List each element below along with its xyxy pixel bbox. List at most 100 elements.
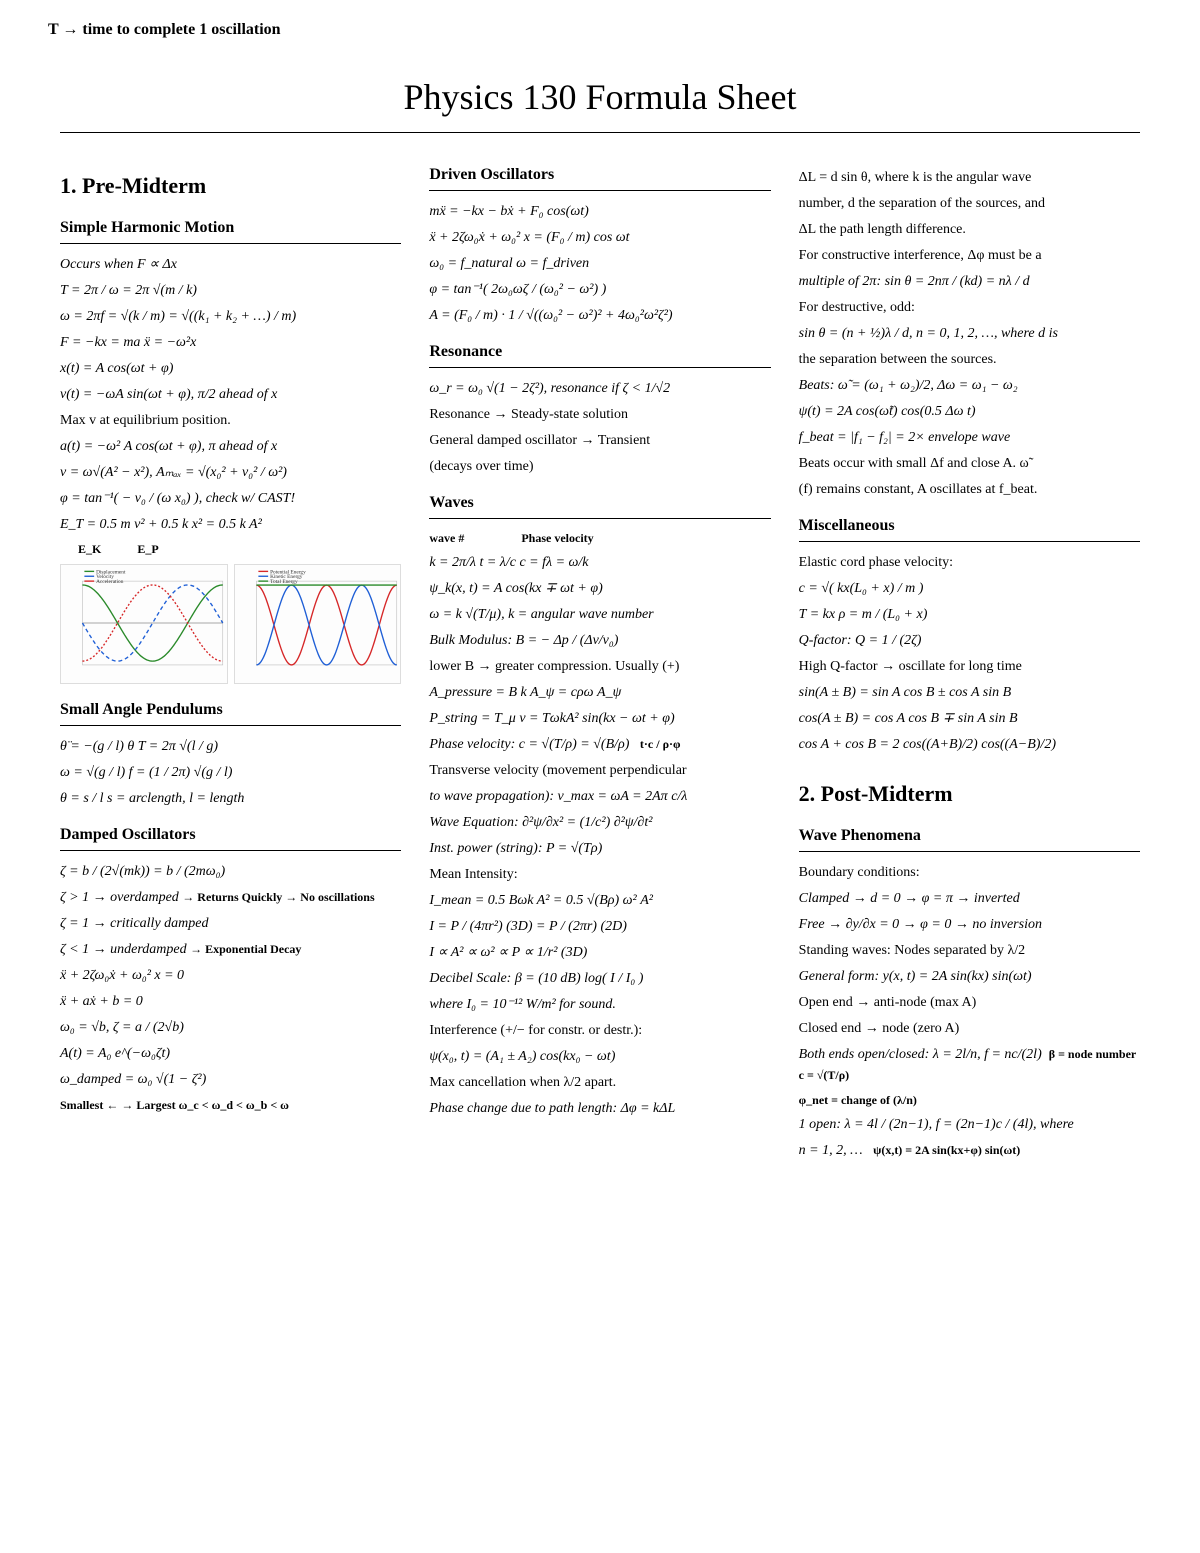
damped-line: ω_damped = ω₀ √(1 − ζ²) bbox=[60, 1069, 401, 1090]
shm-handwriting-ek-ep: E_K E_P bbox=[60, 540, 401, 558]
waves-line: Phase change due to path length: Δφ = kΔ… bbox=[429, 1098, 770, 1119]
damped-line: ω₀ = √b, ζ = a / (2√b) bbox=[60, 1017, 401, 1038]
resonance-line: (decays over time) bbox=[429, 456, 770, 477]
damped-line: ζ > 1 → overdamped → Returns Quickly → N… bbox=[60, 887, 401, 908]
page-title: Physics 130 Formula Sheet bbox=[60, 70, 1140, 133]
waves-line: Decibel Scale: β = (10 dB) log( I / I₀ ) bbox=[429, 968, 770, 989]
handwriting-damped-order: Smallest ← → Largest ω_c < ω_d < ω_b < ω bbox=[60, 1096, 401, 1114]
handwriting-underdamped: → Exponential Decay bbox=[190, 942, 301, 956]
handwritten-top-note: T → time to complete 1 oscillation bbox=[48, 18, 281, 42]
waves-line: Bulk Modulus: B = − Δp / (Δv/v₀) bbox=[429, 630, 770, 651]
col3-line: number, d the separation of the sources,… bbox=[799, 193, 1140, 214]
misc-line: c = √( kx(L₀ + x) / m ) bbox=[799, 578, 1140, 599]
shm-plots: DisplacementVelocityAcceleration Potenti… bbox=[60, 564, 401, 684]
waves-line: to wave propagation): v_max = ωA = 2Aπ c… bbox=[429, 786, 770, 807]
driven-line: ω₀ = f_natural ω = f_driven bbox=[429, 253, 770, 274]
heading-shm: Simple Harmonic Motion bbox=[60, 216, 401, 244]
waves-line: ψ(x₀, t) = (A₁ ± A₂) cos(kx₀ − ωt) bbox=[429, 1046, 770, 1067]
heading-resonance: Resonance bbox=[429, 340, 770, 368]
driven-line: φ = tan⁻¹( 2ω₀ωζ / (ω₀² − ω²) ) bbox=[429, 279, 770, 300]
wavephen-line: Closed end → node (zero A) bbox=[799, 1018, 1140, 1039]
damped-line: ζ = 1 → critically damped bbox=[60, 913, 401, 934]
shm-line: E_T = 0.5 m v² + 0.5 k x² = 0.5 k A² bbox=[60, 514, 401, 535]
shm-line: φ = tan⁻¹( − v₀ / (ω x₀) ), check w/ CAS… bbox=[60, 488, 401, 509]
col3-line: the separation between the sources. bbox=[799, 349, 1140, 370]
shm-line: T = 2π / ω = 2π √(m / k) bbox=[60, 280, 401, 301]
waves-line: k = 2π/λ t = λ/c c = fλ = ω/k bbox=[429, 552, 770, 573]
driven-line: mẍ = −kx − bẋ + F₀ cos(ωt) bbox=[429, 201, 770, 222]
damped-line: ζ < 1 → underdamped → Exponential Decay bbox=[60, 939, 401, 960]
shm-line: v(t) = −ωA sin(ωt + φ), π/2 ahead of x bbox=[60, 384, 401, 405]
waves-line: I = P / (4πr²) (3D) = P / (2πr) (2D) bbox=[429, 916, 770, 937]
misc-line: T = kx ρ = m / (L₀ + x) bbox=[799, 604, 1140, 625]
misc-line: Elastic cord phase velocity: bbox=[799, 552, 1140, 573]
waves-line: lower B → greater compression. Usually (… bbox=[429, 656, 770, 677]
waves-line: I ∝ A² ∝ ω² ∝ P ∝ 1/r² (3D) bbox=[429, 942, 770, 963]
heading-waves: Waves bbox=[429, 491, 770, 519]
columns: 1. Pre-Midterm Simple Harmonic Motion Oc… bbox=[60, 163, 1140, 1166]
resonance-line: ω_r = ω₀ √(1 − 2ζ²), resonance if ζ < 1/… bbox=[429, 378, 770, 399]
shm-line: Max v at equilibrium position. bbox=[60, 410, 401, 431]
handwriting-phase-velocity: t·c / ρ·φ bbox=[640, 737, 681, 751]
waves-line: where I₀ = 10⁻¹² W/m² for sound. bbox=[429, 994, 770, 1015]
misc-line: cos(A ± B) = cos A cos B ∓ sin A sin B bbox=[799, 708, 1140, 729]
misc-line: sin(A ± B) = sin A cos B ± cos A sin B bbox=[799, 682, 1140, 703]
wavephen-line: General form: y(x, t) = 2A sin(kx) sin(ω… bbox=[799, 966, 1140, 987]
damped-line: A(t) = A₀ e^(−ω₀ζt) bbox=[60, 1043, 401, 1064]
waves-line: I_mean = 0.5 Bωk A² = 0.5 √(Bρ) ω² A² bbox=[429, 890, 770, 911]
wavephen-line: Free → ∂y/∂x = 0 → φ = 0 → no inversion bbox=[799, 914, 1140, 935]
damped-line: ζ = b / (2√(mk)) = b / (2mω₀) bbox=[60, 861, 401, 882]
shm-line: Occurs when F ∝ Δx bbox=[60, 254, 401, 275]
svg-text:Acceleration: Acceleration bbox=[96, 579, 124, 585]
section-post-midterm: 2. Post-Midterm bbox=[799, 777, 1140, 810]
col3-line: sin θ = (n + ½)λ / d, n = 0, 1, 2, …, wh… bbox=[799, 323, 1140, 344]
shm-displacement-plot: DisplacementVelocityAcceleration bbox=[60, 564, 228, 684]
wavephen-line: Open end → anti-node (max A) bbox=[799, 992, 1140, 1013]
driven-line: ẍ + 2ζω₀ẋ + ω₀² x = (F₀ / m) cos ωt bbox=[429, 227, 770, 248]
column-3: ΔL = d sin θ, where k is the angular wav… bbox=[799, 163, 1140, 1166]
shm-line: x(t) = A cos(ωt + φ) bbox=[60, 358, 401, 379]
waves-line: Inst. power (string): P = √(Tρ) bbox=[429, 838, 770, 859]
waves-line: Transverse velocity (movement perpendicu… bbox=[429, 760, 770, 781]
col3-line: Beats: ω̃ = (ω₁ + ω₂)/2, Δω = ω₁ − ω₂ bbox=[799, 375, 1140, 396]
waves-line: Max cancellation when λ/2 apart. bbox=[429, 1072, 770, 1093]
wavephen-line: n = 1, 2, … ψ(x,t) = 2A sin(kx+φ) sin(ωt… bbox=[799, 1140, 1140, 1161]
waves-line: Wave Equation: ∂²ψ/∂x² = (1/c²) ∂²ψ/∂t² bbox=[429, 812, 770, 833]
driven-line: A = (F₀ / m) · 1 / √((ω₀² − ω²)² + 4ω₀²ω… bbox=[429, 305, 770, 326]
section-pre-midterm: 1. Pre-Midterm bbox=[60, 169, 401, 202]
waves-line: Mean Intensity: bbox=[429, 864, 770, 885]
wavephen-line: Clamped → d = 0 → φ = π → inverted bbox=[799, 888, 1140, 909]
shm-line: F = −kx = ma ẍ = −ω²x bbox=[60, 332, 401, 353]
col3-line: (f) remains constant, A oscillates at f_… bbox=[799, 479, 1140, 500]
misc-line: cos A + cos B = 2 cos((A+B)/2) cos((A−B)… bbox=[799, 734, 1140, 755]
damped-line: ẍ + aẋ + b = 0 bbox=[60, 991, 401, 1012]
waves-line: A_pressure = B k A_ψ = cρω A_ψ bbox=[429, 682, 770, 703]
column-2: Driven Oscillators mẍ = −kx − bẋ + F₀ co… bbox=[429, 163, 770, 1166]
col3-line: ΔL = d sin θ, where k is the angular wav… bbox=[799, 167, 1140, 188]
waves-line: Phase velocity: c = √(T/ρ) = √(B/ρ) t·c … bbox=[429, 734, 770, 755]
resonance-line: General damped oscillator → Transient bbox=[429, 430, 770, 451]
shm-line: ω = 2πf = √(k / m) = √((k₁ + k₂ + …) / m… bbox=[60, 306, 401, 327]
misc-line: Q-factor: Q = 1 / (2ζ) bbox=[799, 630, 1140, 651]
handwriting-waves-top: wave # Phase velocity bbox=[429, 529, 770, 547]
misc-line: High Q-factor → oscillate for long time bbox=[799, 656, 1140, 677]
column-1: 1. Pre-Midterm Simple Harmonic Motion Oc… bbox=[60, 163, 401, 1166]
wavephen-line: Standing waves: Nodes separated by λ/2 bbox=[799, 940, 1140, 961]
heading-damped: Damped Oscillators bbox=[60, 823, 401, 851]
col3-line: Beats occur with small Δf and close A. ω… bbox=[799, 453, 1140, 474]
col3-line: ψ(t) = 2A cos(ω̃t) cos(0.5 Δω t) bbox=[799, 401, 1140, 422]
pendulum-line: ω = √(g / l) f = (1 / 2π) √(g / l) bbox=[60, 762, 401, 783]
wavephen-line: Both ends open/closed: λ = 2l/n, f = nc/… bbox=[799, 1044, 1140, 1086]
shm-line: a(t) = −ω² A cos(ωt + φ), π ahead of x bbox=[60, 436, 401, 457]
waves-line: ω = k √(T/μ), k = angular wave number bbox=[429, 604, 770, 625]
heading-driven: Driven Oscillators bbox=[429, 163, 770, 191]
pendulum-line: θ = s / l s = arclength, l = length bbox=[60, 788, 401, 809]
wavephen-line: 1 open: λ = 4l / (2n−1), f = (2n−1)c / (… bbox=[799, 1114, 1140, 1135]
wavephen-line: Boundary conditions: bbox=[799, 862, 1140, 883]
heading-misc: Miscellaneous bbox=[799, 514, 1140, 542]
waves-line: ψ_k(x, t) = A cos(kx ∓ ωt + φ) bbox=[429, 578, 770, 599]
col3-line: ΔL the path length difference. bbox=[799, 219, 1140, 240]
pendulum-line: θ̈ = −(g / l) θ T = 2π √(l / g) bbox=[60, 736, 401, 757]
heading-pendulum: Small Angle Pendulums bbox=[60, 698, 401, 726]
svg-text:Total Energy: Total Energy bbox=[270, 579, 298, 585]
